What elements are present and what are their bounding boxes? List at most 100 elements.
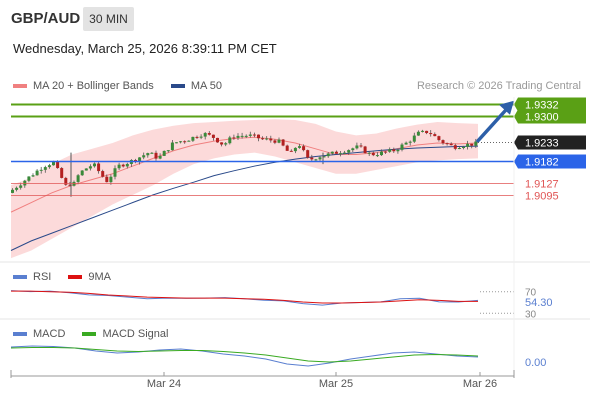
macd-signal-legend-label: MACD Signal xyxy=(102,328,169,341)
candle xyxy=(105,176,109,183)
candle xyxy=(240,135,244,137)
candle xyxy=(43,167,47,170)
pivot-price-tag: 1.9182 xyxy=(514,154,586,169)
candle xyxy=(457,148,461,150)
price-tag-label: 1.9127 xyxy=(525,179,559,191)
candle xyxy=(257,134,260,139)
candle xyxy=(252,134,256,136)
candle xyxy=(433,134,437,137)
rsi-ma-line xyxy=(11,290,478,304)
forecast-arrowhead xyxy=(499,100,514,115)
candle xyxy=(261,138,265,140)
candle xyxy=(117,164,121,169)
macd-panel: 0.00 xyxy=(10,345,546,369)
price-tag-label: 1.9332 xyxy=(525,100,559,112)
candle xyxy=(310,157,314,160)
candle xyxy=(445,143,449,145)
time-tick-label: Mar 26 xyxy=(463,378,497,390)
candle xyxy=(470,143,474,146)
candle xyxy=(392,149,396,152)
candle xyxy=(138,157,142,162)
candle xyxy=(293,147,297,152)
price-tag-label: 1.9233 xyxy=(525,138,559,150)
candle xyxy=(343,152,347,154)
current-price-tag: 1.9233 xyxy=(514,135,586,150)
price-tag-bg xyxy=(514,154,586,169)
candle xyxy=(322,156,326,158)
price-tag-bg xyxy=(514,109,586,124)
candle xyxy=(449,143,453,146)
candle xyxy=(27,176,31,181)
support-price-tag: 1.9095 xyxy=(525,191,559,203)
candle xyxy=(150,152,154,154)
candle xyxy=(224,143,228,145)
candle xyxy=(371,152,375,156)
candle xyxy=(121,164,125,167)
candle xyxy=(289,150,293,152)
candle xyxy=(425,130,429,134)
candle xyxy=(39,169,43,171)
candle xyxy=(113,168,117,177)
time-tick-label: Mar 24 xyxy=(147,378,181,390)
time-axis: Mar 24 Mar 25 Mar 26 xyxy=(0,97,590,390)
macd-swatch xyxy=(13,332,27,337)
candle xyxy=(56,161,60,169)
candle xyxy=(416,131,420,136)
candle xyxy=(170,142,174,151)
candle xyxy=(437,136,441,141)
candle xyxy=(76,175,80,182)
candle xyxy=(84,168,88,171)
candle xyxy=(429,133,433,135)
candle xyxy=(93,163,96,167)
candle xyxy=(15,187,19,190)
rsi-tick-label: 70 xyxy=(525,288,537,299)
macd-signal-line xyxy=(10,347,479,363)
rsi-ma-swatch xyxy=(68,275,83,280)
candle xyxy=(285,145,289,151)
candle xyxy=(64,177,68,185)
candle xyxy=(60,168,64,178)
candle xyxy=(248,134,252,136)
candle xyxy=(31,175,35,177)
candle xyxy=(134,159,137,162)
ma50-line xyxy=(10,145,479,251)
candle xyxy=(187,140,191,142)
candle xyxy=(441,140,445,144)
bollinger-band xyxy=(11,119,478,259)
candle xyxy=(404,142,408,145)
candle xyxy=(47,165,51,168)
candle xyxy=(220,142,224,145)
ma50-legend-label: MA 50 xyxy=(190,80,223,93)
candle xyxy=(52,161,55,166)
candle xyxy=(269,138,273,141)
candle xyxy=(281,139,285,146)
candle xyxy=(35,170,39,176)
macd-legend-label: MACD xyxy=(33,328,66,341)
candle xyxy=(23,180,27,186)
candle xyxy=(298,146,301,148)
candle xyxy=(306,150,310,158)
candle xyxy=(474,141,478,146)
candle xyxy=(183,141,187,143)
rsi-swatch xyxy=(13,275,27,280)
rsi-tick-label: 30 xyxy=(525,309,537,320)
timeframe-button[interactable]: 30 MIN xyxy=(83,7,134,31)
ma50-swatch xyxy=(170,84,185,89)
candle xyxy=(421,130,424,132)
candle xyxy=(19,185,23,188)
candle xyxy=(101,171,105,177)
candle xyxy=(166,150,170,152)
target-price-tag: 1.9332 xyxy=(514,97,586,112)
candle xyxy=(228,137,232,144)
macd-signal-swatch xyxy=(82,332,97,337)
candle xyxy=(400,144,404,150)
candle xyxy=(109,176,113,183)
macd-line xyxy=(10,345,479,367)
chart-datetime: Wednesday, March 25, 2026 8:39:11 PM CET xyxy=(13,41,277,56)
candle xyxy=(466,143,470,147)
rsi-value-label: 54.30 xyxy=(525,297,553,309)
candle xyxy=(334,151,338,154)
candle xyxy=(236,135,240,138)
